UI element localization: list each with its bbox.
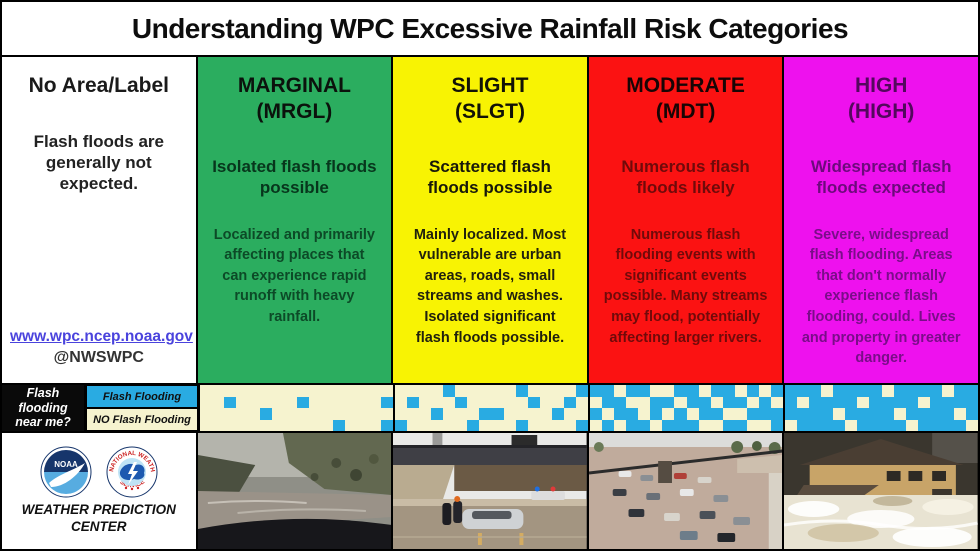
- wpc-center-name: WEATHER PREDICTION CENTER: [21, 502, 176, 534]
- column-marginal-name: MARGINAL: [237, 74, 351, 97]
- column-high-header: HIGH (HIGH): [792, 73, 970, 124]
- flood-map-high: [785, 385, 978, 431]
- flood-photo-moderate: [588, 433, 783, 549]
- category-columns: No Area/Label Flash floods are generally…: [2, 57, 978, 383]
- column-slight: SLIGHT (SLGT) Scattered flash floods pos…: [393, 57, 587, 383]
- agency-logos: NOAA NATIONAL WEATHER SERVICE: [40, 446, 158, 498]
- flood-photo-slight: [393, 433, 587, 549]
- noaa-logo-icon: NOAA: [40, 446, 92, 498]
- column-slight-description: Mainly localized. Most vulnerable are ur…: [413, 226, 567, 346]
- column-moderate-description: Numerous flash flooding events with sign…: [603, 226, 768, 346]
- column-no-area-subhead: Flash floods are generally not expected.: [33, 131, 164, 194]
- column-moderate-name: MODERATE: [626, 74, 745, 97]
- column-moderate-abbr: (MDT): [655, 99, 716, 123]
- twitter-handle: @NWSWPC: [53, 349, 144, 366]
- title-bar: Understanding WPC Excessive Rainfall Ris…: [2, 2, 978, 55]
- column-marginal-abbr: (MRGL): [256, 99, 333, 123]
- column-high: HIGH (HIGH) Widespread flash floods expe…: [784, 57, 978, 383]
- legend-no-flash-flooding: NO Flash Flooding: [86, 408, 198, 431]
- column-marginal-subhead: Isolated flash floods possible: [212, 157, 377, 198]
- legend-flash-flooding: Flash Flooding: [86, 385, 198, 408]
- wpc-website-link[interactable]: www.wpc.ncep.noaa.gov: [10, 328, 193, 345]
- column-no-area: No Area/Label Flash floods are generally…: [2, 57, 196, 383]
- flood-map-legend: Flash Flooding NO Flash Flooding: [86, 385, 198, 431]
- flash-flooding-near-me-label: Flash flooding near me?: [2, 385, 84, 431]
- column-high-description: Severe, widespread flash flooding. Areas…: [801, 226, 961, 367]
- column-high-subhead: Widespread flash floods expected: [810, 157, 952, 198]
- column-slight-name: SLIGHT: [451, 74, 529, 97]
- flood-photo-marginal: [197, 433, 392, 549]
- column-moderate: MODERATE (MDT) Numerous flash floods lik…: [588, 57, 783, 383]
- column-marginal: MARGINAL (MRGL) Isolated flash floods po…: [197, 57, 392, 383]
- column-moderate-subhead: Numerous flash floods likely: [621, 157, 750, 198]
- column-slight-abbr: (SLGT): [455, 99, 525, 123]
- column-high-name: HIGH: [854, 74, 908, 97]
- flood-map-marginal: [200, 385, 393, 431]
- flood-map-moderate: [590, 385, 783, 431]
- column-slight-subhead: Scattered flash floods possible: [427, 157, 553, 198]
- flood-map-strip: Flash flooding near me? Flash Flooding N…: [2, 385, 978, 431]
- column-moderate-header: MODERATE (MDT): [597, 73, 775, 124]
- column-no-area-footer: www.wpc.ncep.noaa.gov @NWSWPC: [10, 328, 193, 373]
- nws-logo-icon: NATIONAL WEATHER SERVICE: [106, 446, 158, 498]
- flood-photo-high: [784, 433, 978, 549]
- flood-map-slight: [395, 385, 588, 431]
- noaa-logo-text: NOAA: [54, 460, 78, 469]
- column-marginal-description: Localized and primarily affecting places…: [213, 226, 375, 326]
- bottom-row: NOAA NATIONAL WEATHER SERVICE: [2, 433, 978, 549]
- wpc-branding-cell: NOAA NATIONAL WEATHER SERVICE: [2, 433, 196, 549]
- page-title: Understanding WPC Excessive Rainfall Ris…: [131, 12, 849, 44]
- column-high-abbr: (HIGH): [847, 99, 915, 123]
- column-no-area-header: No Area/Label: [28, 74, 170, 97]
- column-marginal-header: MARGINAL (MRGL): [206, 73, 384, 124]
- column-slight-header: SLIGHT (SLGT): [401, 73, 579, 124]
